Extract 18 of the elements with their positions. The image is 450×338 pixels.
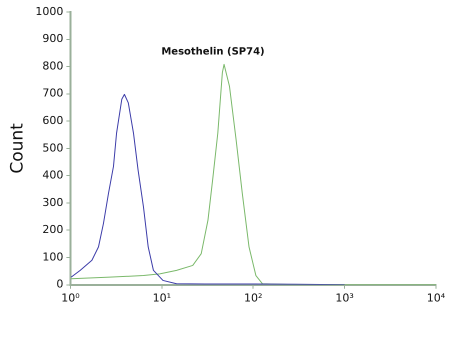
- y-tick-label: 500: [42, 141, 64, 154]
- x-tick-label: 10³: [335, 291, 354, 304]
- y-tick-label: 400: [42, 168, 64, 182]
- y-tick-label: 300: [42, 196, 64, 209]
- y-tick-label: 800: [42, 59, 64, 72]
- y-tick-label: 700: [42, 86, 64, 100]
- y-axis-title: Count: [8, 122, 28, 174]
- y-tick-label: 200: [42, 223, 64, 236]
- y-tick-label: 600: [42, 114, 64, 127]
- x-tick-label: 10¹: [152, 291, 172, 304]
- x-tick-label: 10⁰: [61, 291, 80, 304]
- text: Mesothelin (SP74): [161, 46, 265, 58]
- x-tick-label: 10⁴: [426, 291, 446, 304]
- y-tick-label: 0: [56, 278, 64, 291]
- y-tick-label: 1000: [35, 4, 64, 18]
- x-tick-label: 10²: [244, 291, 262, 304]
- y-tick-label: 100: [42, 250, 64, 264]
- y-tick-label: 900: [42, 32, 64, 46]
